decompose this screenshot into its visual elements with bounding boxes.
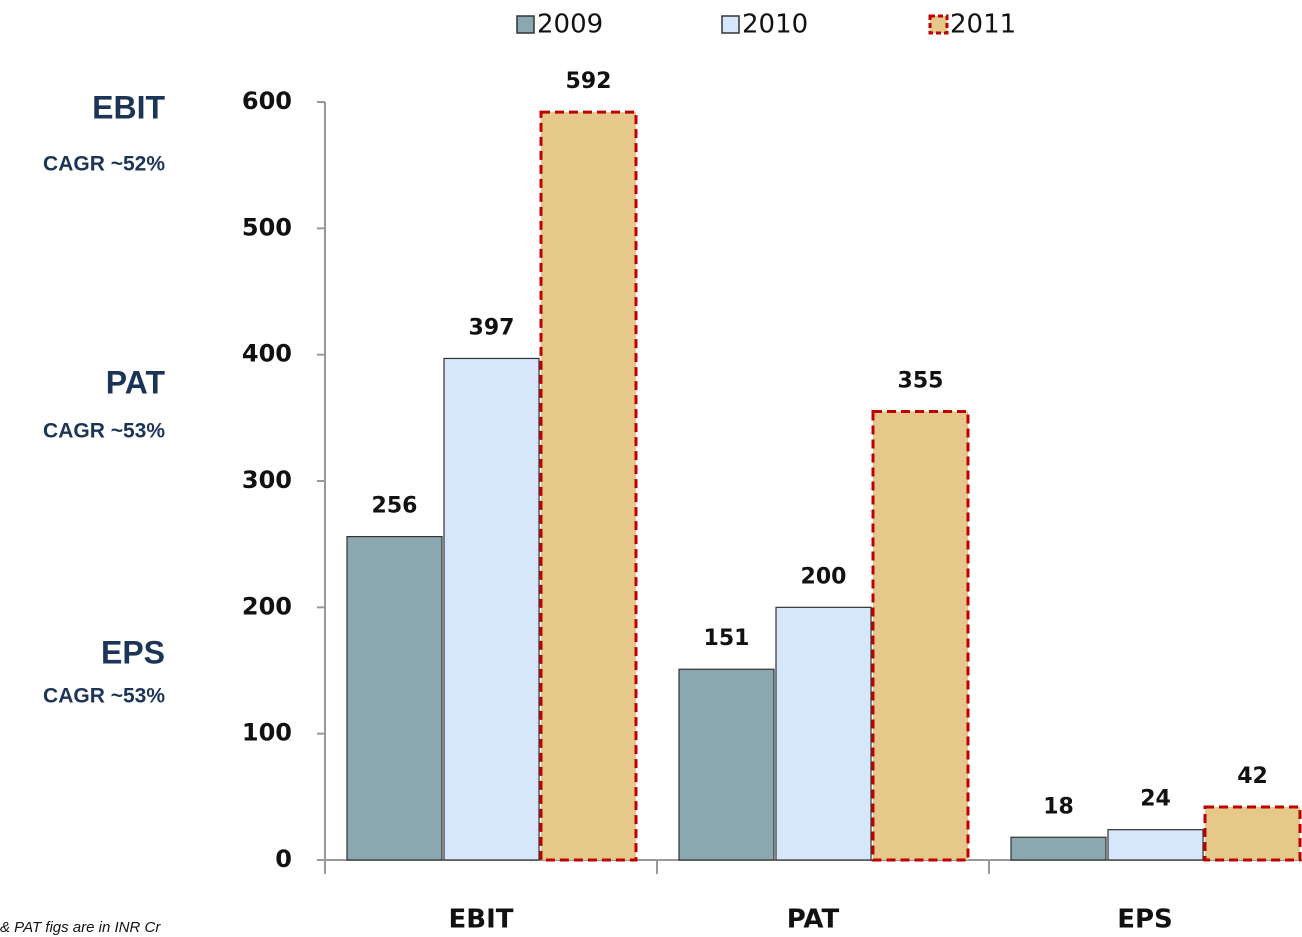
legend-label: 2010	[742, 10, 808, 40]
legend-label: 2009	[537, 10, 603, 40]
y-tick-label: 300	[242, 466, 292, 494]
value-label: 24	[1140, 787, 1171, 812]
annotation: CAGR ~53%	[43, 420, 165, 443]
bar	[1203, 805, 1302, 862]
bar	[871, 410, 970, 862]
x-tick-label: PAT	[787, 905, 840, 935]
value-label: 397	[469, 315, 515, 340]
legend-label: 2011	[950, 10, 1016, 40]
annotation: CAGR ~52%	[43, 153, 165, 176]
annotation: EBIT	[92, 89, 165, 125]
value-label: 592	[566, 69, 612, 94]
y-tick-label: 100	[242, 719, 292, 747]
bar	[346, 535, 443, 861]
legend-swatch	[721, 15, 740, 34]
x-tick-label: EBIT	[449, 905, 514, 935]
value-label: 355	[898, 369, 944, 394]
value-label: 18	[1043, 794, 1074, 819]
bar	[678, 668, 775, 861]
value-label: 200	[801, 564, 847, 589]
value-label: 256	[372, 494, 418, 519]
annotation: PAT	[106, 364, 166, 400]
bar	[443, 357, 540, 861]
x-tick-label: EPS	[1117, 905, 1173, 935]
bar	[539, 110, 638, 862]
bar	[775, 606, 872, 861]
legend-swatch	[516, 15, 535, 34]
bar	[1107, 829, 1204, 861]
y-tick-label: 500	[242, 213, 292, 241]
annotation: CAGR ~53%	[43, 685, 165, 708]
value-label: 42	[1237, 764, 1268, 789]
legend-swatch	[928, 14, 949, 35]
bar	[1010, 836, 1107, 861]
footnote: & PAT figs are in INR Cr	[0, 919, 161, 936]
value-label: 151	[704, 626, 750, 651]
annotation: EPS	[101, 634, 165, 670]
y-tick-label: 400	[242, 340, 292, 368]
y-tick-label: 600	[242, 87, 292, 115]
y-tick-label: 200	[242, 592, 292, 620]
y-tick-label: 0	[275, 845, 292, 873]
